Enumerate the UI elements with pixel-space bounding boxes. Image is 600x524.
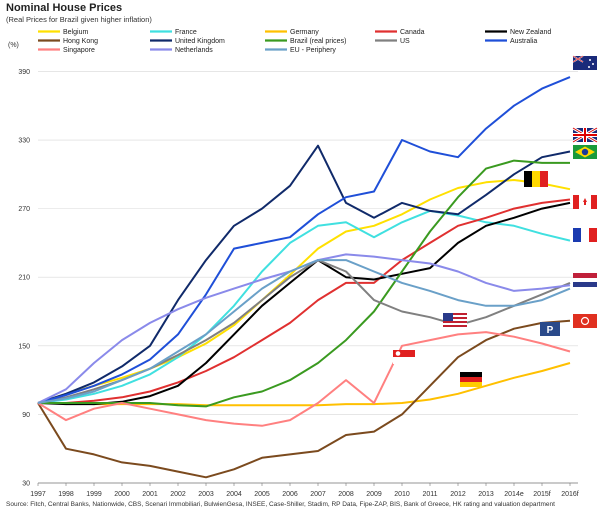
x-tick-label: 1997: [30, 491, 46, 498]
x-tick-label: 2006: [282, 491, 298, 498]
x-tick-label: 2000: [114, 491, 130, 498]
france-flag-icon: [573, 228, 597, 242]
us-flag-icon: [443, 313, 467, 327]
legend-entry: New Zealand: [510, 29, 551, 36]
belgium-flag-icon: [524, 171, 548, 187]
legend-entry: EU - Periphery: [290, 47, 336, 54]
chart-title: Nominal House Prices: [6, 2, 123, 14]
legend-entry: France: [175, 29, 197, 36]
x-tick-label: 2014e: [504, 491, 524, 498]
y-axis-label: (%): [8, 42, 19, 49]
legend-entry: Australia: [510, 38, 537, 45]
y-tick-label: 90: [22, 412, 30, 419]
legend-entry: Brazil (real prices): [290, 38, 346, 45]
legend-entry: US: [400, 38, 410, 45]
series-line-belgium: [37, 179, 571, 404]
x-tick-label: 2004: [226, 491, 242, 498]
axes: 30 90 150 210 270 330 390 1997 1998 1999 2000 2001 2…: [18, 69, 578, 498]
source-note: Source: Fitch, Central Banks, Nationwide…: [6, 501, 555, 508]
series-line-singapore: [37, 331, 571, 427]
australia-flag-icon: [572, 55, 597, 70]
series-line-eu-periphery: [37, 259, 571, 404]
series-line-hong-kong: [37, 319, 571, 479]
y-tick-label: 270: [18, 206, 30, 213]
chart-subtitle: (Real Prices for Brazil given higher inf…: [6, 15, 152, 24]
svg-text:P: P: [547, 325, 554, 336]
x-tick-label: 2007: [310, 491, 326, 498]
series-line-australia: [37, 76, 571, 404]
x-tick-label: 2010: [394, 491, 410, 498]
y-tick-label: 210: [18, 275, 30, 282]
x-tick-label: 1998: [58, 491, 74, 498]
x-tick-label: 2013: [478, 491, 494, 498]
hong-kong-flag-icon: [573, 314, 597, 328]
series-line-france: [37, 209, 571, 404]
series-lines: [37, 76, 571, 479]
germany-flag-icon: [460, 372, 482, 387]
gridlines: [38, 71, 578, 484]
netherlands-flag-icon: [573, 273, 597, 287]
y-tick-label: 30: [22, 481, 30, 488]
x-tick-label: 2002: [170, 491, 186, 498]
series-line-new-zealand: [37, 201, 571, 406]
y-tick-label: 150: [18, 343, 30, 350]
x-tick-label: 1999: [86, 491, 102, 498]
canada-flag-icon: [573, 195, 597, 209]
x-tick-label: 2008: [338, 491, 354, 498]
x-tick-label: 2003: [198, 491, 214, 498]
y-tick-label: 330: [18, 138, 30, 145]
legend: Belgium France Germany Canada New Zealand Hon…: [38, 29, 551, 54]
line-chart: (%) Belgium France Germany Canada New Zealan…: [8, 29, 598, 498]
x-tick-label: 2015f: [533, 491, 551, 498]
legend-entry: Hong Kong: [63, 38, 98, 45]
series-line-united-kingdom: [37, 144, 571, 404]
legend-entry: Netherlands: [175, 47, 213, 54]
uk-flag-icon: [572, 126, 598, 144]
x-tick-label: 2016f: [561, 491, 579, 498]
x-tick-label: 2009: [366, 491, 382, 498]
series-line-canada: [38, 198, 571, 404]
x-tick-label: 2011: [422, 491, 437, 498]
legend-entry: Germany: [290, 29, 319, 36]
legend-entry: Singapore: [63, 47, 95, 54]
p-badge-icon: P: [540, 322, 560, 336]
singapore-flag-icon: [393, 350, 415, 364]
x-tick-label: 2012: [450, 491, 466, 498]
legend-entry: Canada: [400, 29, 425, 36]
x-tick-label: 2005: [254, 491, 270, 498]
legend-entry: Belgium: [63, 29, 88, 36]
y-tick-label: 390: [18, 69, 30, 76]
legend-entry: United Kingdom: [175, 38, 225, 45]
x-tick-label: 2001: [142, 491, 158, 498]
brazil-flag-icon: [573, 145, 597, 159]
